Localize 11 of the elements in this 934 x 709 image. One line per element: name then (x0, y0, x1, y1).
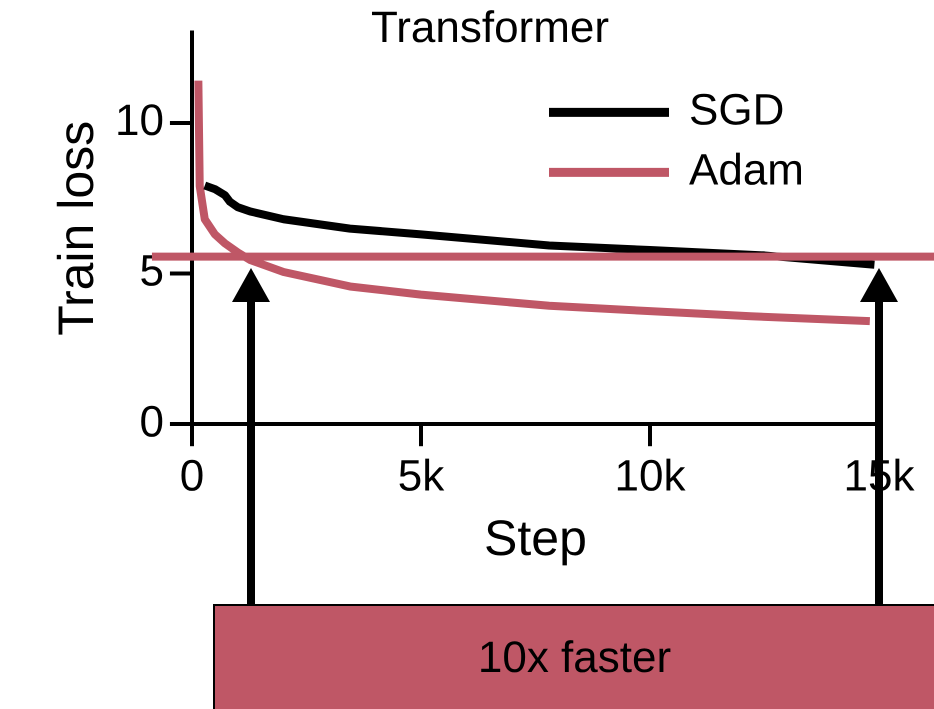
x-tick-label: 0 (180, 452, 204, 501)
x-axis-title: Step (484, 510, 587, 566)
x-tick-label: 10k (614, 452, 686, 501)
chart-title: Transformer (371, 3, 609, 52)
y-tick-label: 0 (139, 397, 164, 446)
y-tick-label: 10 (114, 96, 164, 145)
x-tick-label: 5k (398, 452, 446, 501)
y-axis-title: Train loss (48, 120, 104, 336)
legend-label: SGD (689, 86, 784, 135)
legend-label: Adam (689, 146, 804, 195)
text: 10x faster (213, 604, 934, 709)
